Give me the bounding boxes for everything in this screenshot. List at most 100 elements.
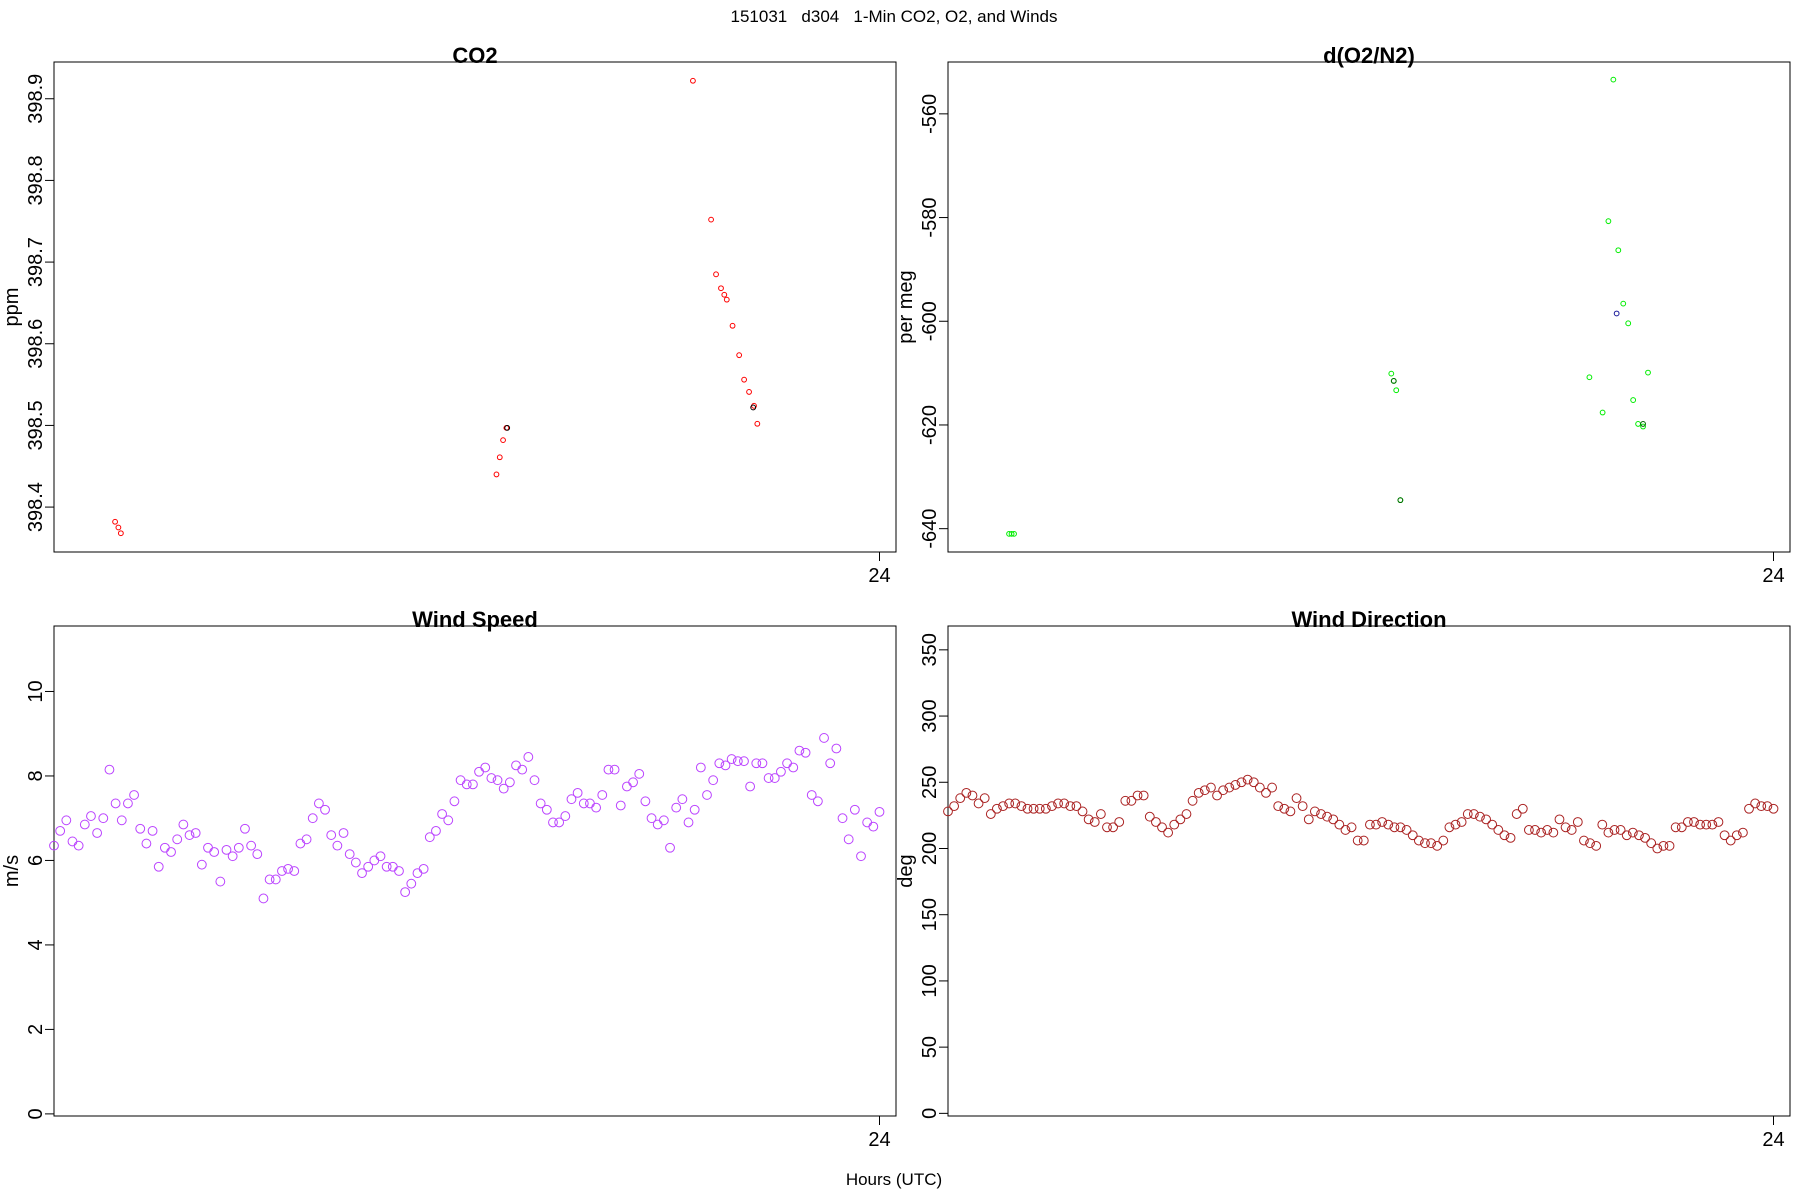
co2-plot-frame — [53, 61, 897, 553]
wind-direction-data-point — [961, 787, 972, 798]
wind-speed-data-point — [455, 775, 466, 786]
wind-direction-data-point — [1151, 817, 1161, 827]
wind-speed-data-point — [264, 874, 275, 885]
wind-direction-data-point — [1365, 819, 1375, 830]
wind-direction-data-point — [1193, 787, 1204, 798]
wind-speed-data-point — [116, 815, 127, 826]
wind-direction-data-point — [1444, 822, 1455, 833]
wind-speed-data-point — [628, 777, 638, 788]
wind-direction-data-point — [1040, 803, 1051, 814]
wind-direction-data-point — [1377, 817, 1388, 827]
wind-direction-data-point — [1138, 790, 1149, 801]
page-title: 151031 d304 1-Min CO2, O2, and Winds — [731, 7, 1058, 26]
wind-direction-data-point — [1707, 819, 1718, 830]
wind-speed-data-point — [313, 798, 324, 809]
wind-direction-data-point — [1640, 832, 1650, 843]
wind-speed-data-point — [560, 811, 571, 821]
wind-direction-data-point — [1187, 795, 1198, 806]
wind-direction-data-point — [1689, 817, 1699, 827]
wind-speed-data-point — [683, 817, 694, 828]
co2-data-point — [736, 352, 743, 359]
wind-speed-data-point — [73, 840, 84, 851]
wind-speed-data-point — [110, 798, 121, 809]
co2-data-point — [496, 454, 503, 461]
co2-xtick-label: 24 — [868, 565, 890, 587]
wind-direction-data-point — [1291, 793, 1302, 804]
wind-speed-data-point — [172, 834, 183, 845]
wind-speed-data-point — [443, 815, 454, 826]
wind-speed-xtick-label: 24 — [868, 1129, 890, 1151]
wind-direction-data-point — [1744, 803, 1754, 814]
wind-speed-data-point — [129, 790, 139, 800]
wind-speed-data-point — [640, 796, 651, 807]
wind-speed-data-point — [603, 764, 614, 775]
co2-ylabel: ppm — [1, 288, 23, 327]
wind-speed-data-point — [843, 834, 854, 845]
wind-direction-data-point — [1144, 811, 1155, 822]
wind-speed-data-point — [535, 798, 546, 809]
co2-data-point — [500, 437, 506, 444]
co2-panel: CO2 398.4 398.5 398.6 398.7 398.8 398.9 24 ppm — [1, 43, 897, 587]
wind-direction-data-point — [1102, 822, 1112, 833]
wind-direction-data-point — [1230, 780, 1241, 790]
co2-data-point — [741, 376, 748, 383]
wind-direction-data-point — [1627, 827, 1638, 838]
wind-speed-data-point — [375, 851, 386, 862]
wind-speed-data-point — [418, 863, 429, 874]
wind-direction-data-point — [1603, 827, 1614, 838]
wind-direction-data-point — [1034, 803, 1045, 814]
wind-direction-data-point — [1395, 822, 1406, 833]
wind-direction-ytick-label: 300 — [919, 699, 941, 732]
wind-direction-data-point — [1750, 798, 1761, 809]
o2-data-point — [1640, 423, 1646, 430]
wind-speed-data-point — [646, 813, 657, 824]
wind-direction-data-point — [1505, 832, 1516, 843]
wind-direction-data-point — [1597, 819, 1608, 830]
wind-speed-data-point — [123, 798, 133, 809]
wind-speed-data-point — [159, 842, 170, 853]
wind-direction-data-point — [1316, 809, 1326, 819]
wind-direction-data-point — [1254, 782, 1265, 793]
wind-direction-data-point — [1438, 835, 1449, 846]
wind-speed-data-point — [270, 874, 281, 885]
o2-title: d(O2/N2) — [1323, 43, 1415, 68]
wind-direction-data-point — [1322, 811, 1333, 822]
co2-points — [112, 77, 761, 537]
wind-speed-data-point — [166, 847, 176, 857]
wind-speed-data-point — [529, 775, 540, 786]
wind-direction-ytick-label: 0 — [919, 1108, 941, 1119]
wind-direction-data-point — [1670, 822, 1681, 833]
wind-speed-data-point — [498, 783, 509, 794]
wind-speed-data-point — [92, 828, 103, 838]
wind-direction-data-point — [1163, 827, 1174, 838]
wind-speed-data-point — [387, 861, 398, 872]
wind-direction-data-point — [1071, 801, 1082, 812]
wind-direction-data-point — [1548, 827, 1559, 838]
wind-direction-data-point — [1524, 825, 1534, 835]
wind-direction-data-point — [1169, 819, 1180, 830]
wind-direction-data-point — [1542, 825, 1553, 835]
wind-direction-data-point — [1371, 819, 1381, 830]
wind-direction-xtick-label: 24 — [1762, 1129, 1784, 1151]
wind-direction-data-point — [1566, 825, 1577, 835]
wind-speed-data-point — [178, 819, 189, 830]
wind-speed-data-point — [49, 840, 59, 851]
o2-data-point — [1390, 377, 1397, 384]
co2-data-point — [754, 420, 761, 427]
wind-direction-data-point — [1010, 798, 1021, 809]
wind-direction-data-point — [1432, 840, 1443, 851]
o2-data-point — [1625, 320, 1632, 327]
wind-speed-data-point — [283, 863, 293, 874]
o2-data-point — [1388, 370, 1395, 377]
wind-speed-data-point — [541, 804, 552, 815]
wind-speed-data-point — [350, 857, 361, 868]
wind-speed-data-point — [449, 796, 460, 807]
wind-direction-data-point — [949, 801, 960, 812]
wind-speed-data-point — [233, 842, 244, 853]
wind-direction-data-point — [1756, 801, 1767, 812]
wind-speed-data-point — [184, 830, 195, 840]
wind-direction-data-point — [1212, 790, 1222, 801]
o2-data-point — [1635, 421, 1642, 427]
wind-speed-data-point — [523, 752, 534, 762]
wind-direction-data-point — [1059, 798, 1070, 809]
